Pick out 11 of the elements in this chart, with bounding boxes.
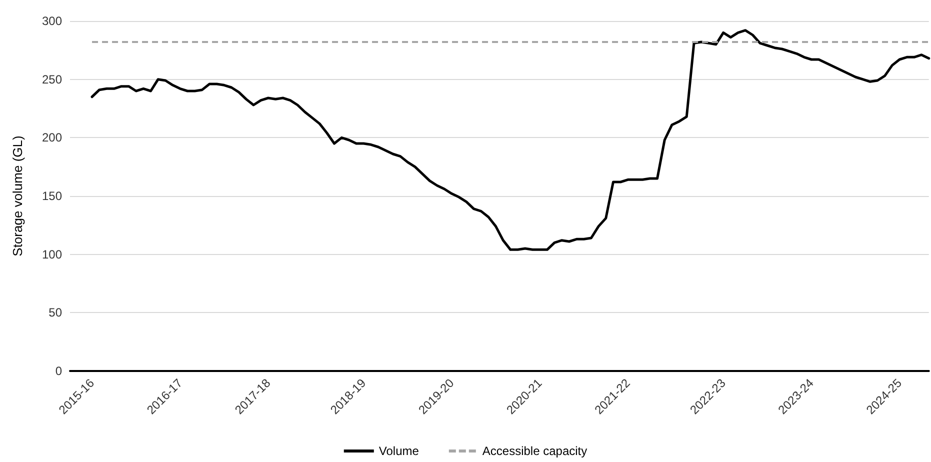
line-series [90,29,930,251]
y-tick-label: 300 [42,14,62,28]
y-tick-label: 150 [42,189,62,203]
y-tick-label: 250 [42,72,62,86]
y-axis-title: Storage volume (GL) [10,136,25,256]
legend-label: Accessible capacity [482,444,588,458]
y-tick-label: 100 [42,247,62,262]
y-tick-label: 50 [48,306,62,320]
y-tick-label: 200 [42,130,62,145]
legend-label: Volume [378,444,420,458]
y-tick-label: 0 [55,364,62,378]
